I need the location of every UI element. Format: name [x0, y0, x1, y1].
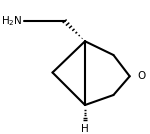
Text: $\mathregular{H_2N}$: $\mathregular{H_2N}$	[1, 14, 23, 28]
Text: H: H	[81, 124, 89, 134]
Text: O: O	[138, 71, 146, 81]
